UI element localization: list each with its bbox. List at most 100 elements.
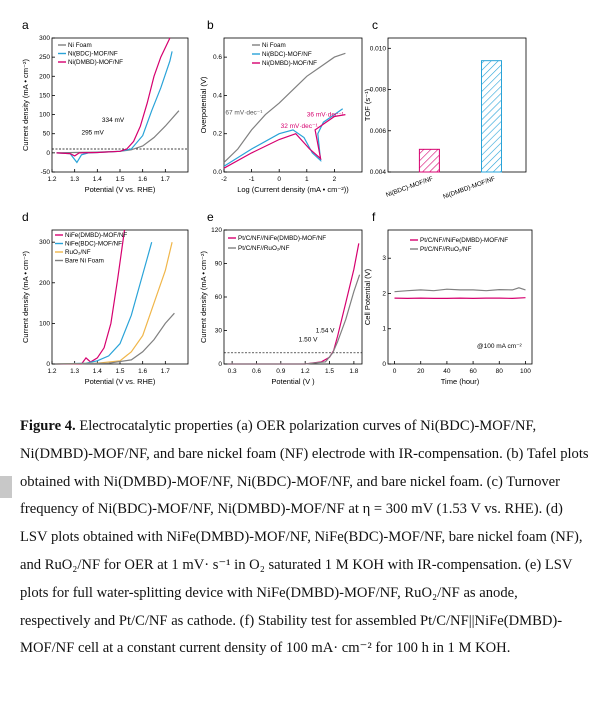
series-line (228, 243, 360, 365)
plot-frame (223, 37, 363, 173)
series-line (56, 37, 171, 157)
panel-label-e: e (207, 210, 214, 224)
chart-c: 0.004 0.006 0.008 0.010 TOF (s⁻¹) Ni(BDC)-MOF… (364, 37, 527, 201)
legend-label: Bare Ni Foam (65, 258, 104, 265)
legend-label: Ni(BDC)-MOF/NF (262, 51, 312, 58)
x-axis-label: Log (Current density (mA • cm⁻²)) (237, 185, 349, 194)
y-tick-label: 1 (382, 326, 386, 333)
y-tick-label: 90 (215, 261, 223, 268)
y-tick-label: 300 (39, 35, 50, 42)
y-tick-label: 50 (43, 131, 51, 138)
x-tick-label: 1.6 (138, 176, 147, 183)
series-line (56, 51, 173, 164)
chart-d: 1.2 1.3 1.4 1.5 1.6 1.7 0 100 200 300 Potential (V… (21, 229, 189, 386)
y-tick-label: 0 (46, 150, 50, 157)
y-tick-label: 0 (382, 361, 386, 368)
annotation: @100 mA cm⁻² (477, 343, 523, 350)
y-tick-label: 250 (39, 54, 50, 61)
y-tick-label: 0 (46, 361, 50, 368)
annotation: 36 mV·dec⁻¹ (307, 111, 345, 118)
x-tick-label: 0.6 (252, 368, 261, 375)
y-axis-label: Current density (mA • cm⁻²) (200, 250, 208, 343)
y-tick-label: 0.6 (213, 54, 222, 61)
x-tick-label: 1.5 (115, 368, 124, 375)
x-tick-label: 100 (520, 368, 531, 375)
series-line (223, 108, 344, 167)
y-tick-label: 0 (218, 361, 222, 368)
y-tick-label: 0.0 (213, 169, 222, 176)
x-tick-label: Ni(DMBD)-MOF/NF (442, 175, 496, 200)
x-tick-label: 60 (469, 368, 477, 375)
caption-text: Electrocatalytic properties (a) OER pola… (20, 418, 589, 657)
x-tick-label: 1.2 (301, 368, 310, 375)
x-tick-label: 0 (393, 368, 397, 375)
chart-b: -2 -1 0 1 2 0.0 0.2 0.4 0.6 Log (Current density … (200, 37, 363, 194)
series-line (394, 297, 526, 300)
x-tick-label: 2 (333, 176, 337, 183)
y-tick-label: 200 (39, 73, 50, 80)
annotation: 67 mV·dec⁻¹ (225, 110, 263, 117)
series-line (56, 312, 175, 365)
figure-caption: Figure 4. Electrocatalytic properties (a… (20, 413, 590, 663)
x-tick-label: 1.3 (70, 368, 79, 375)
x-axis-label: Time (hour) (441, 377, 480, 386)
y-tick-label: -50 (41, 169, 51, 176)
x-tick-label: -1 (249, 176, 255, 183)
chart-f: 0 20 40 60 80 100 0 1 2 3 Time (hour) Cell Potentia… (364, 229, 533, 386)
series-line (223, 52, 346, 163)
x-tick-label: 1.2 (47, 368, 56, 375)
series-line (56, 242, 153, 365)
y-tick-label: 120 (211, 227, 222, 234)
bar (481, 60, 502, 173)
y-tick-label: 0.4 (213, 92, 222, 99)
legend-label: RuO₂/NF (65, 249, 91, 256)
y-tick-label: 100 (39, 112, 50, 119)
y-tick-label: 30 (215, 328, 223, 335)
x-tick-label: 1.6 (138, 368, 147, 375)
panel-label-f: f (372, 210, 376, 224)
legend-label: Ni(BDC)-MOF/NF (68, 51, 118, 58)
legend-label: Pt/C/NF//NiFe(DMBD)-MOF/NF (420, 237, 508, 244)
x-tick-label: 1.3 (70, 176, 79, 183)
series-line (223, 114, 346, 169)
x-tick-label: 1.5 (325, 368, 334, 375)
x-axis-label: Potential (V ) (271, 377, 315, 386)
x-tick-label: -2 (221, 176, 227, 183)
y-tick-label: 100 (39, 320, 50, 327)
annotation: 32 mV·dec⁻¹ (281, 123, 319, 130)
page-edge-tab (0, 476, 12, 498)
y-tick-label: 2 (382, 290, 386, 297)
x-tick-label: 1 (305, 176, 309, 183)
legend-label: Ni(DMBD)-MOF/NF (68, 59, 123, 66)
annotation: 334 mV (102, 117, 125, 124)
plot-frame (387, 229, 533, 365)
series-line (56, 229, 126, 365)
panel-label-a: a (22, 18, 29, 32)
x-tick-label: 1.4 (93, 176, 102, 183)
y-tick-label: 3 (382, 255, 386, 262)
annotation: 295 mV (81, 129, 104, 136)
x-tick-label: 40 (443, 368, 451, 375)
x-tick-label: 1.5 (115, 176, 124, 183)
x-tick-label: Ni(BDC)-MOF/NF (385, 175, 434, 199)
bar (418, 148, 440, 173)
x-tick-label: 80 (496, 368, 504, 375)
y-axis-label: Overpotential (V) (200, 76, 208, 133)
caption-figure-label: Figure 4. (20, 418, 76, 434)
y-tick-label: 60 (215, 294, 223, 301)
y-tick-label: 0.006 (370, 128, 387, 135)
y-tick-label: 150 (39, 92, 50, 99)
x-tick-label: 1.7 (161, 176, 170, 183)
x-tick-label: 1.7 (161, 368, 170, 375)
x-tick-label: 20 (417, 368, 425, 375)
legend-label: NiFe(BDC)-MOF/NF (65, 241, 122, 248)
legend-label: Pt/C/NF//RuO₂/NF (238, 245, 290, 252)
chart-e: 0.3 0.6 0.9 1.2 1.5 1.8 0 30 60 90 120 Potential (V… (200, 227, 363, 386)
legend-label: Pt/C/NF//RuO₂/NF (420, 246, 472, 253)
y-axis-label: Current density (mA • cm⁻²) (21, 250, 30, 343)
y-tick-label: 0.2 (213, 131, 222, 138)
y-tick-label: 0.010 (370, 45, 387, 52)
y-tick-label: 0.004 (370, 169, 387, 176)
x-axis-label: Potential (V vs. RHE) (85, 377, 156, 386)
x-tick-label: 0.9 (276, 368, 285, 375)
